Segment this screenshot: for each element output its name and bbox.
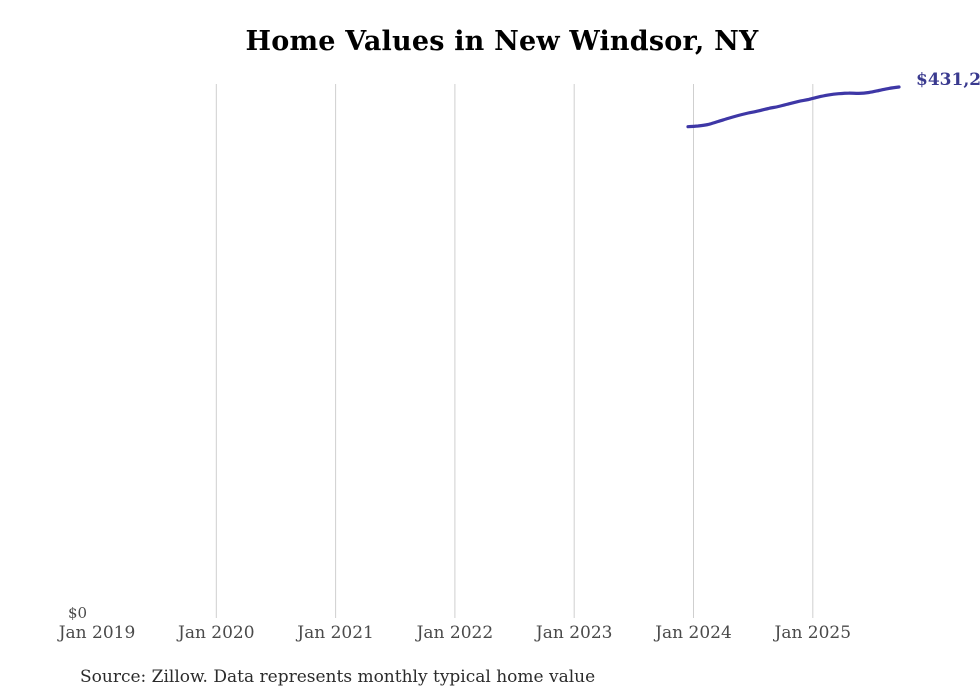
- x-axis-label: Jan 2023: [535, 623, 613, 643]
- x-axis-label: Jan 2024: [655, 623, 732, 643]
- latest-value-label: $431,233: [916, 70, 980, 90]
- x-axis-label: Jan 2025: [774, 623, 852, 643]
- source-note: Source: Zillow. Data represents monthly …: [80, 667, 596, 687]
- x-axis-label: Jan 2022: [416, 623, 494, 643]
- x-axis-label: Jan 2021: [297, 623, 374, 643]
- y-axis-zero-label: $0: [68, 604, 88, 622]
- chart-title: Home Values in New Windsor, NY: [245, 26, 759, 57]
- x-axis-label: Jan 2019: [58, 623, 136, 643]
- x-axis-label: Jan 2020: [178, 623, 255, 643]
- home-value-line: [686, 85, 901, 129]
